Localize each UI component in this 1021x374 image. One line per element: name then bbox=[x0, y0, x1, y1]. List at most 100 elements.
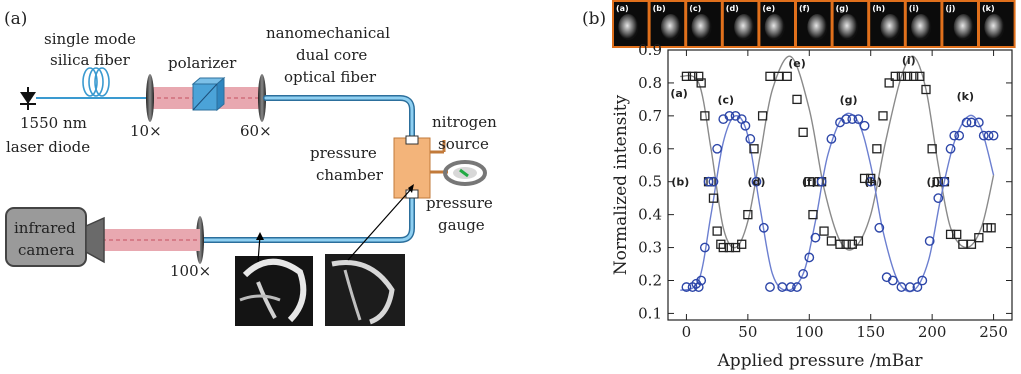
square-data-point bbox=[798, 127, 808, 137]
square-data-point bbox=[952, 229, 962, 240]
data-points bbox=[681, 71, 999, 292]
square-data-point bbox=[757, 111, 768, 121]
circle-data-point bbox=[785, 282, 796, 292]
square-data-point bbox=[884, 78, 894, 88]
square-data-point bbox=[902, 71, 913, 81]
fit-curves bbox=[679, 55, 995, 293]
lens-10x-label: 10× bbox=[130, 122, 162, 140]
y-axis-label: Normalized intensity bbox=[611, 94, 631, 275]
square-data-point bbox=[933, 177, 943, 187]
square-data-point bbox=[921, 84, 931, 95]
nitrogen-label-1: nitrogen bbox=[432, 113, 497, 131]
circle-data-point bbox=[939, 176, 950, 187]
circle-data-point bbox=[826, 134, 837, 144]
circle-data-point bbox=[887, 275, 898, 286]
nano-label-1: nanomechanical bbox=[266, 24, 390, 42]
mode-spot bbox=[953, 14, 974, 40]
circle-data-point bbox=[810, 232, 821, 243]
lens-100x-label: 100× bbox=[170, 262, 211, 280]
thumbnail-label: (e) bbox=[762, 4, 775, 13]
circle-data-point bbox=[924, 236, 935, 246]
y-tick-label: 0.3 bbox=[638, 239, 662, 257]
circle-data-point bbox=[912, 282, 923, 292]
square-data-point bbox=[986, 223, 996, 233]
mode-image-thumbnail: (e) bbox=[758, 0, 797, 48]
fiber-cross-section-image-2 bbox=[325, 184, 414, 326]
circle-data-point bbox=[798, 269, 809, 279]
panel-a-label: (a) bbox=[4, 9, 27, 29]
square-data-point bbox=[927, 144, 937, 154]
chamber-label-2: chamber bbox=[316, 166, 384, 184]
panel-b-label: (b) bbox=[582, 9, 606, 29]
square-data-point bbox=[792, 94, 802, 105]
square-data-point bbox=[945, 229, 956, 240]
circle-data-point bbox=[708, 176, 719, 187]
nitrogen-label-2: source bbox=[438, 135, 489, 153]
chamber-label-1: pressure bbox=[310, 144, 377, 162]
circle-data-point bbox=[917, 275, 928, 286]
point-label: (j) bbox=[926, 176, 940, 189]
mode-spot bbox=[734, 14, 755, 40]
point-label: (a) bbox=[670, 87, 687, 100]
point-annotations: (a) (b) (c) (d) (e) (f) (g) (h) (i) (j) (k) bbox=[670, 54, 974, 189]
circle-data-point bbox=[847, 114, 858, 125]
square-data-point bbox=[694, 71, 704, 81]
nano-label-2: dual core bbox=[296, 46, 367, 64]
square-data-point bbox=[853, 236, 864, 246]
circle-data-point bbox=[751, 176, 762, 187]
square-data-point bbox=[718, 242, 728, 253]
square-data-point bbox=[730, 242, 741, 253]
polarizer-icon bbox=[191, 76, 226, 112]
circle-data-point bbox=[874, 222, 885, 233]
mode-image-thumbnail: (h) bbox=[868, 0, 906, 48]
circle-data-point bbox=[949, 130, 960, 141]
mode-image-thumbnail: (c) bbox=[685, 0, 723, 48]
camera-label-1: infrared bbox=[14, 219, 76, 237]
y-axis-ticks: 0.1 0.2 0.3 0.4 0.5 0.6 0.7 0.8 0.9 bbox=[638, 41, 1012, 322]
circle-data-point bbox=[983, 130, 994, 141]
circle-data-point bbox=[988, 130, 999, 141]
point-label: (c) bbox=[717, 93, 734, 106]
y-tick-label: 0.6 bbox=[638, 140, 662, 158]
square-data-point bbox=[724, 242, 735, 253]
circle-data-point bbox=[978, 130, 989, 141]
x-tick-label: 200 bbox=[918, 323, 947, 341]
y-tick-label: 0.9 bbox=[638, 41, 662, 59]
square-data-point bbox=[819, 226, 829, 236]
circle-data-point bbox=[699, 242, 710, 253]
thumbnail-label: (k) bbox=[982, 4, 995, 13]
laser-label-2: laser diode bbox=[6, 138, 90, 156]
mode-image-thumbnail: (d) bbox=[721, 0, 760, 48]
pressure-gauge-icon bbox=[440, 160, 487, 186]
circle-data-point bbox=[765, 282, 775, 292]
circle-data-point bbox=[758, 222, 769, 233]
circle-data-point bbox=[961, 117, 972, 128]
mode-spot bbox=[984, 14, 1005, 40]
point-label: (b) bbox=[671, 176, 689, 189]
y-tick-label: 0.1 bbox=[638, 304, 662, 322]
x-axis-ticks: 0 50 100 150 200 250 bbox=[682, 50, 1008, 341]
square-data-point bbox=[696, 78, 706, 88]
square-data-point bbox=[835, 239, 845, 249]
square-data-point bbox=[847, 239, 857, 249]
circle-data-point bbox=[966, 117, 977, 128]
mode-spot bbox=[660, 14, 681, 40]
circle-data-point bbox=[841, 114, 852, 125]
infrared-camera-icon bbox=[5, 207, 105, 267]
circle-data-point bbox=[816, 176, 827, 187]
circle-data-point bbox=[712, 143, 723, 154]
thumbnail-label: (d) bbox=[726, 4, 739, 13]
point-label: (h) bbox=[864, 176, 882, 189]
circle-data-point bbox=[933, 193, 944, 204]
x-tick-label: 0 bbox=[682, 323, 692, 341]
fiber-cross-section-image-1 bbox=[235, 232, 313, 326]
pressure-chamber-icon bbox=[393, 135, 446, 199]
circle-data-point bbox=[740, 120, 751, 131]
square-data-point bbox=[909, 71, 919, 81]
mode-spot bbox=[807, 14, 828, 40]
circle-data-point bbox=[724, 110, 735, 121]
circle-data-point bbox=[681, 282, 692, 292]
thumbnail-label: (j) bbox=[945, 4, 955, 13]
square-data-point bbox=[878, 111, 888, 121]
